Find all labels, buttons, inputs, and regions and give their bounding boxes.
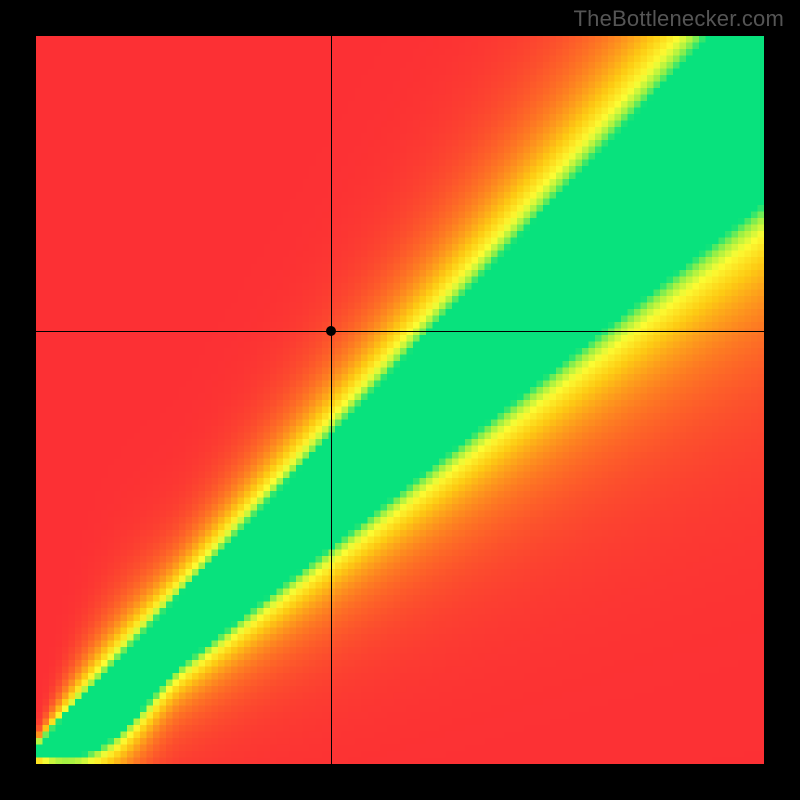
watermark-text: TheBottlenecker.com [574, 6, 784, 32]
crosshair-marker [326, 326, 336, 336]
plot-area [36, 36, 764, 764]
chart-container: TheBottlenecker.com [0, 0, 800, 800]
crosshair-vertical [331, 36, 332, 764]
bottleneck-heatmap [36, 36, 764, 764]
crosshair-horizontal [36, 331, 764, 332]
